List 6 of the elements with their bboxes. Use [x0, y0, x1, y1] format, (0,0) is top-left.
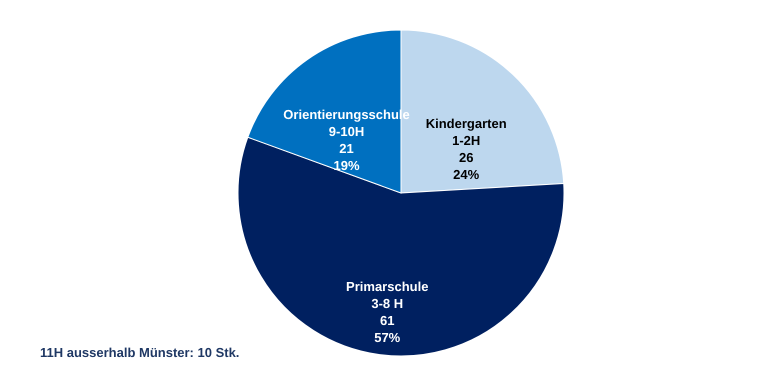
slice-label: Kindergarten 1-2H — [426, 116, 507, 148]
data-label: 61 57% — [374, 312, 401, 345]
data-label: 21 19% — [333, 141, 360, 174]
text: 11H ausserhalb Münster: 10 Stk. — [40, 345, 240, 360]
data-label: 26 24% — [453, 150, 480, 182]
slice-label: Primarschule 3-8 H — [346, 278, 428, 311]
